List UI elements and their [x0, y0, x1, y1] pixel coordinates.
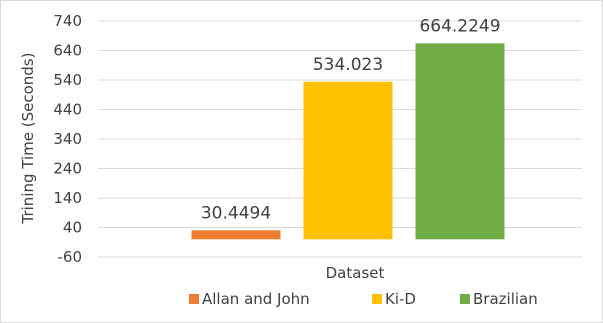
data-label: 534.023: [313, 55, 383, 75]
legend-item: Brazilian: [460, 290, 538, 308]
legend-label: Brazilian: [473, 290, 538, 308]
data-label: 30.4494: [201, 203, 271, 223]
y-tick-label: 640: [53, 42, 82, 60]
bars: [191, 43, 505, 240]
legend-swatch: [189, 294, 199, 304]
bar-allan-and-john: [191, 230, 281, 240]
y-tick-label: 740: [53, 12, 82, 30]
legend-swatch: [460, 294, 470, 304]
legend-item: Ki-D: [372, 290, 416, 308]
y-tick-label: 240: [53, 160, 82, 178]
y-axis-title: Trining Time (Seconds): [19, 53, 37, 225]
legend-item: Allan and John: [189, 290, 310, 308]
x-axis-title: Dataset: [326, 264, 385, 282]
y-tick-label: -60: [58, 248, 83, 266]
bar-ki-d: [303, 81, 393, 240]
y-axis-ticks: 740 640 540 440 340 240 140 40 -60: [53, 12, 82, 266]
y-tick-label: 140: [53, 189, 82, 207]
legend-swatch: [372, 294, 382, 304]
y-tick-label: 40: [63, 219, 82, 237]
y-tick-label: 340: [53, 130, 82, 148]
y-tick-label: 540: [53, 71, 82, 89]
legend-label: Ki-D: [385, 290, 416, 308]
bar-brazilian: [415, 43, 505, 240]
data-label: 664.2249: [419, 16, 500, 36]
legend-label: Allan and John: [202, 290, 310, 308]
legend: Allan and John Ki-D Brazilian: [189, 290, 538, 308]
y-tick-label: 440: [53, 101, 82, 119]
data-labels: 30.4494 534.023 664.2249: [201, 16, 501, 223]
